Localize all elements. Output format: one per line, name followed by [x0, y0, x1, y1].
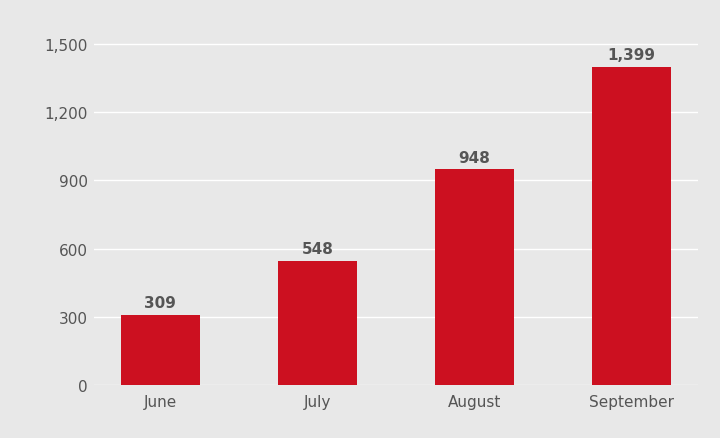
Text: 548: 548 [302, 241, 333, 256]
Text: 1,399: 1,399 [608, 48, 656, 63]
Bar [121, 315, 199, 385]
Bar [278, 261, 356, 385]
Bar [593, 67, 671, 385]
Text: 948: 948 [459, 151, 490, 166]
Bar [436, 170, 514, 385]
Text: 309: 309 [145, 296, 176, 311]
